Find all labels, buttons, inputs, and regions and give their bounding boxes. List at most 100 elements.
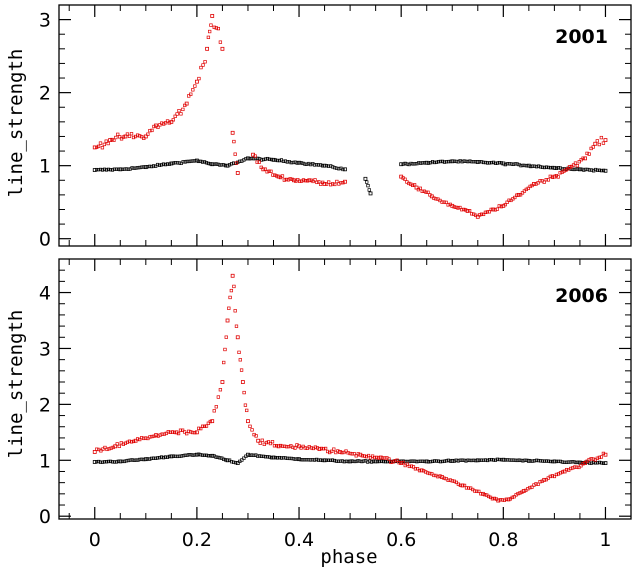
- data-point-fill: [507, 162, 511, 166]
- data-point-fill: [495, 207, 499, 211]
- data-point-fill: [538, 459, 543, 463]
- data-point-fill: [201, 63, 205, 67]
- data-point-fill: [544, 459, 549, 463]
- data-point-fill: [464, 459, 468, 463]
- data-point: [261, 167, 266, 172]
- data-point-fill: [498, 498, 502, 502]
- data-point-fill: [415, 467, 420, 471]
- data-point-fill: [542, 459, 547, 463]
- data-point-fill: [448, 159, 452, 164]
- x-tick-label: 1: [599, 529, 611, 551]
- data-point-fill: [418, 186, 422, 190]
- data-point-fill: [375, 455, 379, 460]
- data-point: [603, 461, 608, 465]
- data-point-fill: [127, 134, 132, 138]
- data-point-fill: [446, 458, 450, 462]
- data-point-fill: [121, 135, 126, 139]
- data-point-fill: [333, 166, 337, 170]
- data-point-fill: [409, 464, 414, 468]
- data-point: [562, 469, 567, 474]
- data-point-fill: [591, 145, 595, 149]
- data-point-fill: [129, 440, 134, 444]
- data-point-fill: [575, 465, 579, 469]
- data-point: [491, 207, 496, 212]
- data-point-fill: [360, 459, 364, 464]
- data-point-fill: [148, 457, 152, 461]
- data-point: [419, 468, 424, 473]
- data-point-fill: [372, 455, 377, 460]
- data-point-fill: [266, 440, 271, 444]
- data-point-fill: [587, 457, 591, 462]
- data-point-fill: [354, 454, 358, 458]
- data-point-fill: [595, 456, 599, 460]
- data-point-fill: [509, 162, 513, 166]
- data-point: [276, 444, 281, 449]
- data-point-fill: [597, 455, 601, 460]
- data-point-fill: [134, 458, 138, 462]
- data-point-fill: [257, 160, 261, 164]
- data-point-fill: [191, 453, 195, 457]
- data-point-fill: [499, 161, 504, 165]
- data-point-fill: [440, 159, 445, 164]
- data-point-fill: [301, 178, 306, 182]
- data-point-fill: [126, 167, 130, 171]
- data-point-fill: [590, 168, 594, 172]
- data-point-fill: [238, 358, 242, 362]
- data-point-fill: [193, 453, 197, 457]
- data-point-fill: [426, 471, 430, 475]
- data-point-fill: [436, 475, 440, 479]
- y-ticks-2001: 0 1 2 3: [39, 4, 631, 251]
- data-point-fill: [281, 444, 285, 448]
- data-point-fill: [535, 165, 539, 169]
- data-point-fill: [127, 439, 132, 443]
- data-point-fill: [152, 456, 156, 460]
- data-point-fill: [142, 436, 146, 441]
- data-point-fill: [161, 162, 166, 166]
- data-point-fill: [170, 430, 175, 434]
- data-point-fill: [177, 109, 181, 113]
- data-point-fill: [142, 457, 146, 462]
- data-point-fill: [299, 161, 303, 165]
- data-point-fill: [283, 444, 287, 448]
- data-point: [475, 458, 480, 463]
- y-ticks-2006: 0 1 2 3 4: [39, 258, 631, 528]
- data-point-fill: [240, 458, 244, 462]
- data-point-fill: [301, 458, 305, 462]
- data-point-fill: [334, 459, 339, 463]
- data-point: [317, 447, 322, 452]
- data-point-fill: [108, 168, 113, 172]
- data-point-fill: [540, 165, 545, 169]
- data-point-fill: [342, 460, 346, 464]
- data-point-fill: [242, 390, 246, 395]
- data-point: [322, 182, 327, 186]
- x-tick-label: 0.2: [182, 529, 212, 551]
- data-point: [399, 461, 404, 465]
- data-point-fill: [146, 457, 150, 461]
- data-point-fill: [158, 433, 162, 437]
- data-point-fill: [208, 419, 212, 424]
- data-point-fill: [434, 197, 438, 201]
- data-point: [542, 477, 547, 482]
- data-point-fill: [144, 436, 148, 440]
- data-point-fill: [424, 470, 428, 474]
- data-point-fill: [581, 462, 585, 466]
- data-point-fill: [150, 164, 154, 169]
- data-point-fill: [120, 167, 124, 171]
- data-point-fill: [136, 133, 140, 137]
- data-point-fill: [298, 179, 302, 183]
- data-point: [205, 46, 210, 51]
- data-point-fill: [319, 182, 323, 186]
- data-point-fill: [290, 177, 294, 181]
- data-point-fill: [165, 455, 170, 459]
- data-point-fill: [417, 459, 421, 464]
- data-point-fill: [156, 125, 160, 129]
- data-point-fill: [387, 457, 391, 461]
- data-point-fill: [185, 431, 189, 436]
- data-point-fill: [485, 161, 490, 165]
- data-point-fill: [540, 459, 545, 463]
- data-point-fill: [601, 168, 606, 173]
- data-point-fill: [283, 456, 287, 460]
- data-point-fill: [163, 455, 168, 459]
- data-point: [210, 14, 215, 18]
